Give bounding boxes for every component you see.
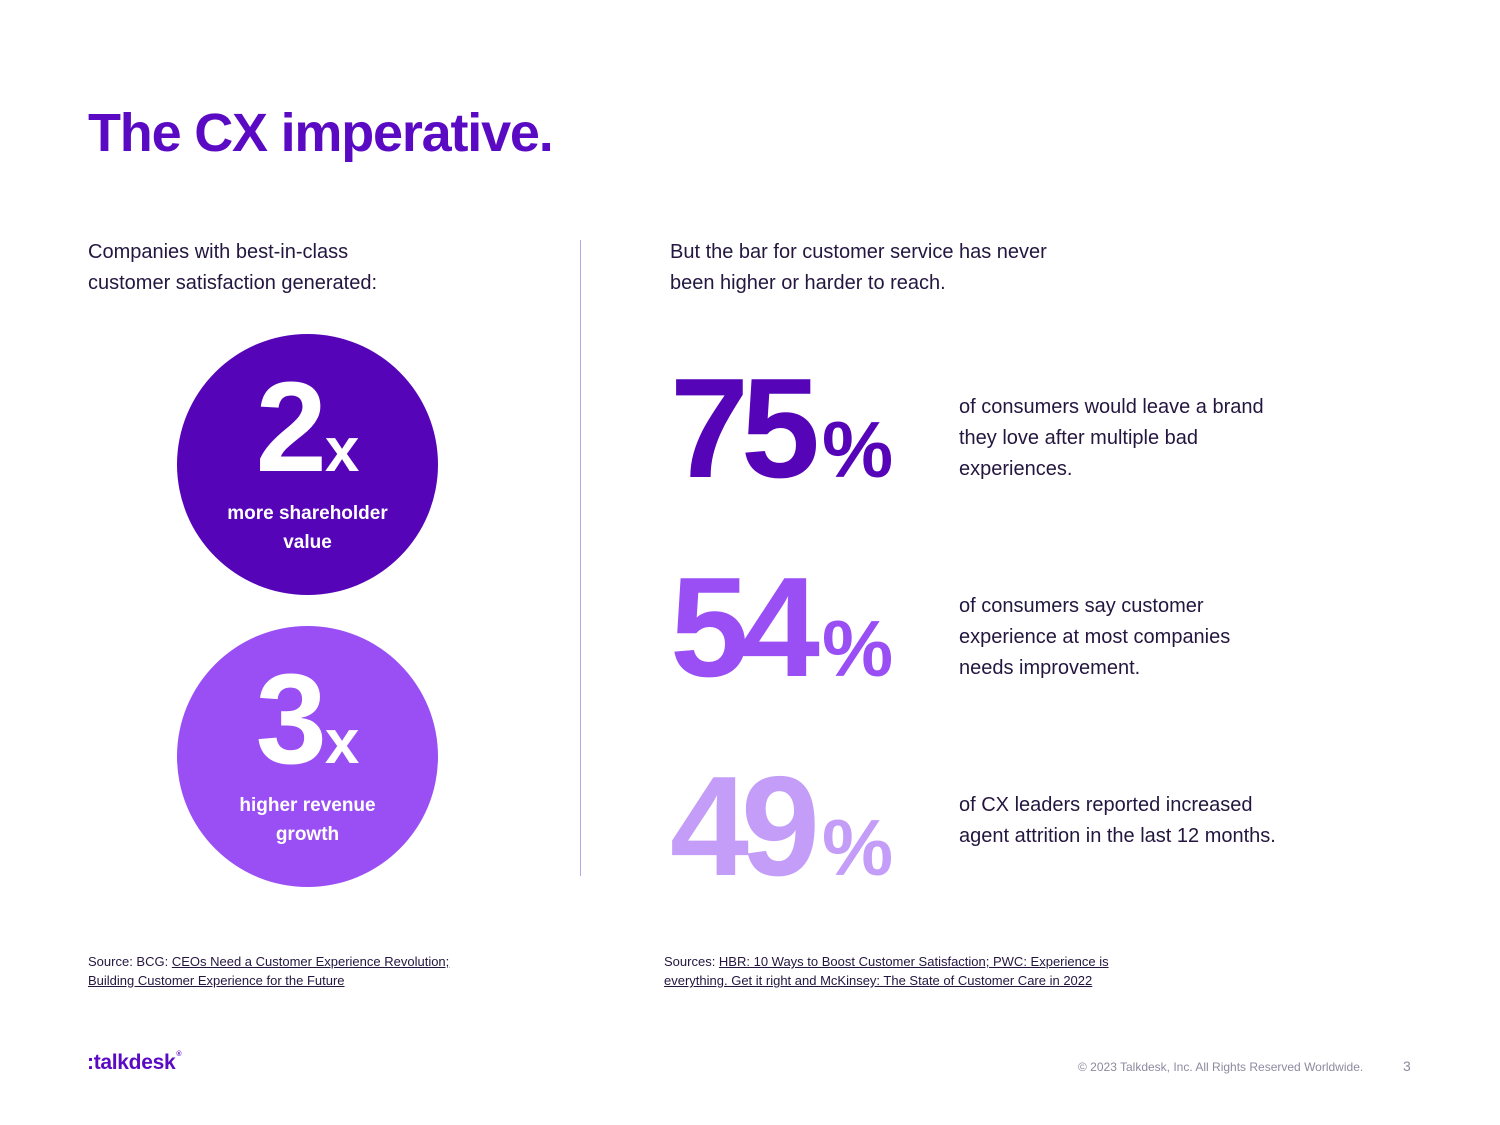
- column-divider: [580, 240, 581, 876]
- page-number: 3: [1403, 1058, 1411, 1074]
- stat-percentage: 75%: [670, 358, 893, 500]
- stat-percent-sign: %: [821, 604, 894, 693]
- circle-caption: higher revenue growth: [239, 795, 376, 845]
- stat-description: of CX leaders reported increased agent a…: [959, 794, 1276, 847]
- source-prefix: Sources:: [664, 954, 719, 969]
- page-title: The CX imperative.: [88, 103, 554, 163]
- right-source: Sources: HBR: 10 Ways to Boost Customer …: [664, 952, 1164, 990]
- source-link[interactable]: HBR: 10 Ways to Boost Customer Satisfact…: [664, 954, 1109, 988]
- circle-suffix: x: [324, 708, 360, 777]
- copyright: © 2023 Talkdesk, Inc. All Rights Reserve…: [1078, 1060, 1364, 1074]
- talkdesk-logo: :talkdesk®: [87, 1051, 182, 1075]
- stat-percentage: 49%: [670, 756, 893, 898]
- stat-percentage: 54%: [670, 557, 893, 699]
- circle-number: 2: [255, 356, 327, 499]
- source-link[interactable]: CEOs Need a Customer Experience Revoluti…: [88, 954, 450, 988]
- left-source: Source: BCG: CEOs Need a Customer Experi…: [88, 952, 488, 990]
- stat-number: 49: [670, 747, 820, 906]
- logo-text: :talkdesk: [87, 1051, 176, 1074]
- registered-mark: ®: [176, 1051, 182, 1058]
- circle-number: 3: [255, 648, 327, 791]
- circle-suffix: x: [324, 416, 360, 485]
- source-prefix: Source: BCG:: [88, 954, 172, 969]
- stat-description: of consumers say customer experience at …: [959, 595, 1231, 679]
- left-intro: Companies with best-in-class customer sa…: [88, 241, 378, 294]
- stat-percent-sign: %: [821, 803, 894, 892]
- stat-number: 75: [670, 349, 820, 508]
- stat-description: of consumers would leave a brand they lo…: [959, 396, 1264, 480]
- right-intro: But the bar for customer service has nev…: [670, 241, 1047, 294]
- circle-caption: more shareholder value: [227, 503, 388, 553]
- stat-percent-sign: %: [821, 405, 894, 494]
- stat-number: 54: [670, 548, 820, 707]
